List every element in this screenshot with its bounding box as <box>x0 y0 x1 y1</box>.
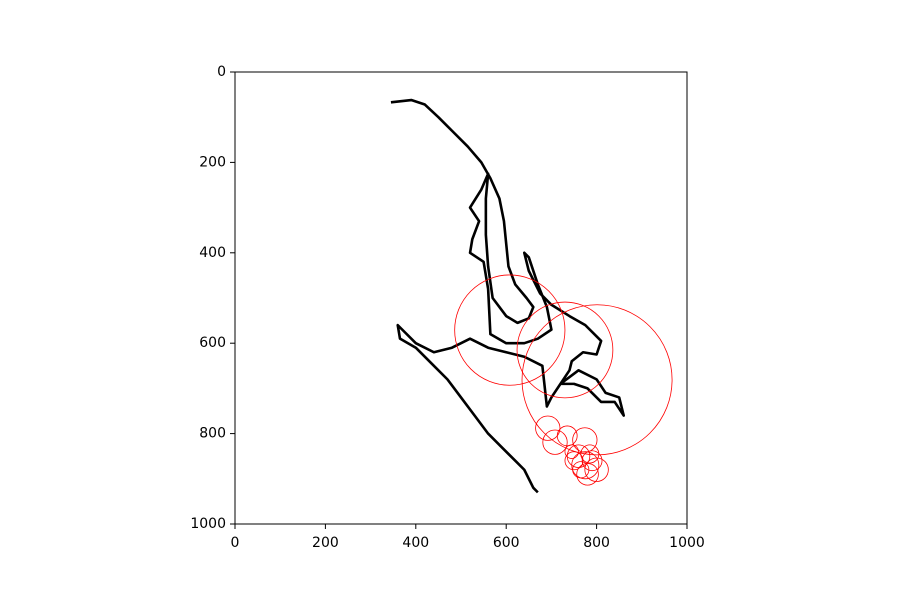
y-tick-label: 1000 <box>190 516 226 532</box>
circle-marker <box>580 444 600 464</box>
circle-marker <box>556 425 578 447</box>
y-tick-label: 400 <box>199 245 226 261</box>
circle-marker <box>564 444 579 459</box>
x-tick-label: 1000 <box>669 535 705 551</box>
circle-marker <box>571 451 600 480</box>
circle-marker <box>576 463 599 486</box>
trajectory-line <box>390 98 626 494</box>
circle-marker <box>572 427 598 453</box>
circle-marker <box>454 274 566 386</box>
y-tick-label: 0 <box>217 64 226 80</box>
x-tick-label: 400 <box>402 535 429 551</box>
circle-marker <box>516 301 614 399</box>
circle-marker <box>572 461 590 479</box>
axes-frame <box>234 71 688 525</box>
circle-marker <box>581 450 603 472</box>
x-tick-label: 600 <box>493 535 520 551</box>
circle-marker <box>584 457 609 482</box>
circle-marker <box>521 304 673 456</box>
x-tick-label: 800 <box>583 535 610 551</box>
y-tick-label: 200 <box>199 154 226 170</box>
circle-marker <box>542 429 568 455</box>
y-tick-label: 600 <box>199 335 226 351</box>
x-tick-label: 200 <box>312 535 339 551</box>
circle-marker <box>535 415 561 441</box>
x-tick-label: 0 <box>231 535 240 551</box>
y-tick-label: 800 <box>199 426 226 442</box>
circle-marker <box>564 451 584 471</box>
